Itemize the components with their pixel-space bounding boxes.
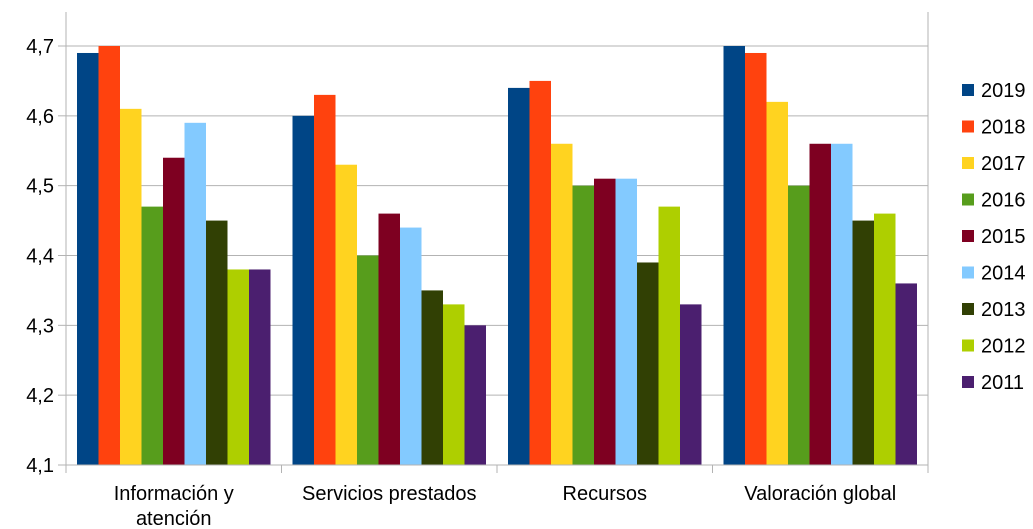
y-tick-label: 4,7	[26, 36, 54, 58]
y-tick-label: 4,1	[26, 455, 54, 477]
bar	[874, 213, 896, 465]
bar	[723, 46, 745, 465]
bar	[163, 157, 185, 465]
bar	[594, 178, 616, 465]
bar	[292, 115, 314, 465]
legend-swatch	[962, 230, 974, 242]
bar	[249, 269, 271, 465]
bar	[184, 122, 206, 466]
bar	[357, 255, 379, 465]
legend-swatch	[962, 266, 974, 279]
legend-swatch	[962, 193, 974, 206]
bar	[314, 94, 336, 465]
axes	[65, 12, 929, 473]
legend-label: 2019	[981, 80, 1026, 102]
y-tick-label: 4,3	[26, 315, 54, 337]
y-tick-label: 4,2	[26, 385, 54, 407]
bar	[98, 46, 120, 465]
bar	[443, 304, 465, 465]
y-tick-label: 4,5	[26, 176, 54, 198]
bar	[508, 87, 530, 466]
bar	[831, 143, 853, 465]
bar	[658, 206, 680, 465]
x-category-label: Información y	[114, 483, 234, 505]
legend-swatch	[962, 157, 974, 169]
x-category-label: Servicios prestados	[302, 483, 477, 505]
y-tick-label: 4,6	[26, 106, 54, 128]
bar	[852, 220, 874, 465]
legend-label: 2017	[981, 153, 1026, 175]
bar	[77, 52, 99, 465]
bars	[77, 46, 917, 466]
bar	[529, 80, 551, 466]
legend-label: 2015	[981, 226, 1026, 248]
bar	[378, 213, 400, 465]
bar	[120, 108, 142, 465]
bar	[227, 269, 249, 465]
bar	[421, 290, 443, 465]
bar	[335, 164, 357, 465]
bar	[809, 143, 831, 465]
bar	[206, 220, 228, 465]
legend-label: 2014	[981, 263, 1026, 285]
x-category-label: Valoración global	[744, 483, 896, 505]
bar	[788, 185, 810, 465]
legend-label: 2013	[981, 299, 1026, 321]
legend-swatch	[962, 376, 974, 388]
bar	[895, 283, 917, 465]
legend-swatch	[962, 339, 974, 352]
legend-label: 2012	[981, 336, 1026, 358]
legend-swatch	[962, 303, 974, 315]
bar	[464, 325, 486, 465]
bar	[615, 178, 637, 465]
legend: 2019 2018 2017 2016 2015 2014 2013 2012 2011	[962, 80, 1026, 394]
x-axis-labels: Información y atención Servicios prestados…	[114, 483, 897, 529]
legend-label: 2018	[981, 117, 1026, 139]
legend-swatch	[962, 120, 974, 133]
bar	[572, 185, 594, 465]
bar	[551, 143, 573, 465]
y-tick-label: 4,4	[26, 246, 54, 268]
legend-label: 2011	[981, 372, 1024, 394]
x-category-label: Recursos	[563, 483, 647, 505]
bar	[680, 304, 702, 465]
bar	[400, 227, 422, 465]
y-axis-ticks: 4,1 4,2 4,3 4,4 4,5 4,6 4,7	[26, 36, 66, 477]
legend-label: 2016	[981, 190, 1026, 212]
bar	[745, 52, 767, 465]
legend-swatch	[962, 84, 974, 96]
bar	[141, 206, 163, 465]
bar	[637, 262, 659, 465]
bar	[766, 101, 788, 465]
x-category-label: atención	[136, 508, 212, 529]
